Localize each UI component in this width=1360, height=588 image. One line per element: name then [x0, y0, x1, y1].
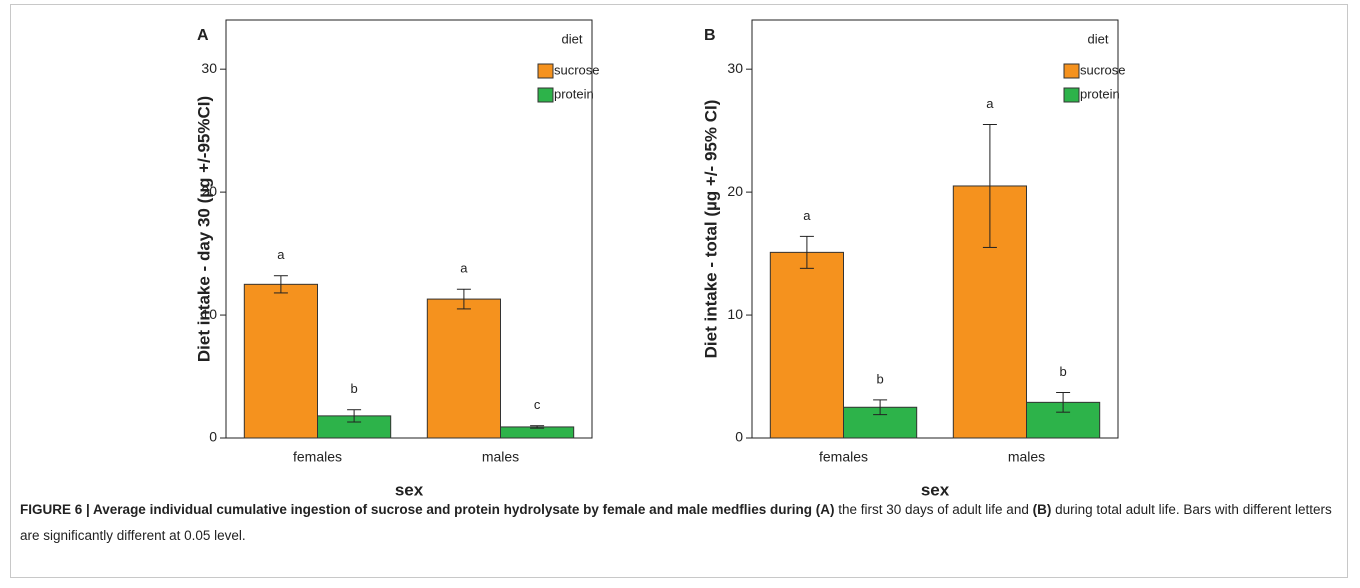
legend-swatch — [1063, 87, 1080, 103]
significance-letter: b — [1059, 364, 1066, 379]
x-tick-label: females — [293, 449, 342, 465]
x-tick-label: males — [482, 449, 519, 465]
legend-swatch — [537, 63, 554, 79]
bar — [426, 298, 501, 439]
y-tick-label: 0 — [209, 429, 217, 445]
x-axis-label: sex — [921, 480, 950, 499]
panel-label: A — [197, 27, 209, 44]
y-tick-label: 20 — [727, 183, 743, 199]
y-axis-label: Diet intake - day 30 (µg +/-95%CI) — [194, 96, 213, 362]
plot-frame — [751, 19, 1119, 439]
y-tick-label: 0 — [735, 429, 743, 445]
caption-text: (B) — [1032, 502, 1052, 517]
panel-label: B — [704, 27, 716, 44]
legend-swatch — [1063, 63, 1080, 79]
y-tick-label: 30 — [201, 60, 217, 76]
y-tick-label: 20 — [201, 183, 217, 199]
significance-letter: c — [534, 397, 541, 412]
legend-label: protein — [554, 86, 594, 101]
y-tick-label: 10 — [727, 306, 743, 322]
legend-label: sucrose — [554, 62, 600, 77]
y-tick-label: 10 — [201, 306, 217, 322]
significance-letter: a — [803, 208, 811, 223]
bar — [243, 283, 318, 439]
y-tick-label: 30 — [727, 60, 743, 76]
significance-letter: a — [277, 247, 285, 262]
legend-label: protein — [1080, 86, 1120, 101]
y-axis-label: Diet intake - total (µg +/- 95% CI) — [701, 100, 720, 359]
significance-letter: a — [460, 261, 468, 276]
figure-frame — [10, 4, 1348, 578]
caption-text: the first 30 days of adult life and — [834, 502, 1033, 517]
significance-letter: a — [986, 96, 994, 111]
bar — [769, 251, 844, 439]
x-axis-label: sex — [395, 480, 424, 499]
legend-swatch — [537, 87, 554, 103]
legend-title: diet — [1088, 31, 1109, 46]
significance-letter: b — [876, 371, 883, 386]
x-tick-label: females — [819, 449, 868, 465]
legend-label: sucrose — [1080, 62, 1126, 77]
plot-frame — [225, 19, 593, 439]
caption-text: FIGURE 6 | Average individual cumulative… — [20, 502, 835, 517]
significance-letter: b — [350, 381, 357, 396]
caption-text: during total adult life. Bars with diffe… — [20, 502, 1332, 543]
caption: FIGURE 6 | Average individual cumulative… — [20, 497, 1340, 549]
figure: A Diet intake - day 30 (µg +/-95%CI) sex 0 1… — [194, 19, 1126, 499]
x-tick-label: males — [1008, 449, 1045, 465]
legend-title: diet — [562, 31, 583, 46]
